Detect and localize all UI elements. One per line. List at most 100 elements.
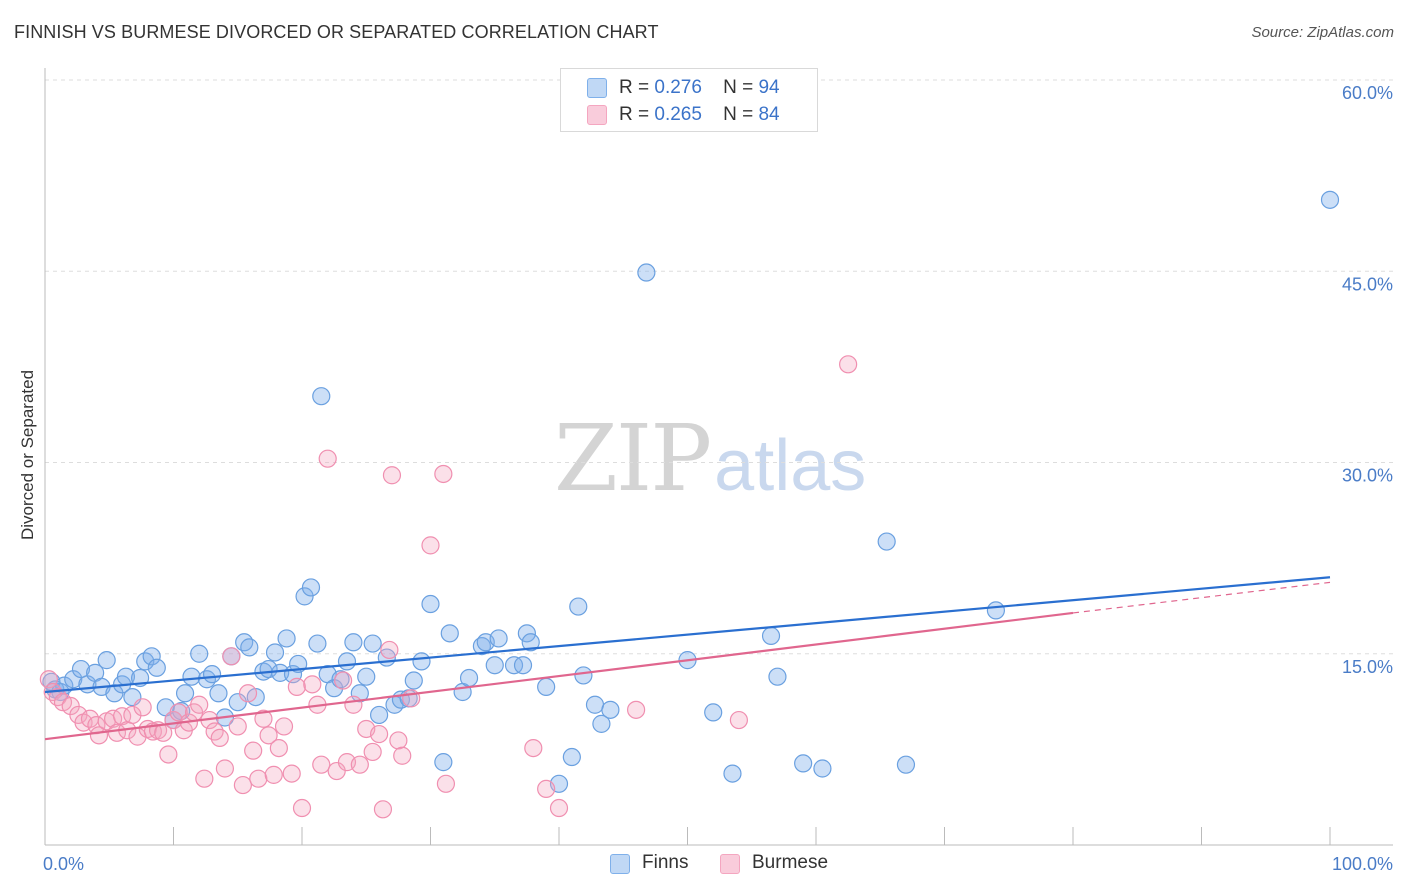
data-point-finns xyxy=(235,633,254,652)
data-point-finns xyxy=(986,601,1006,620)
data-point-finns xyxy=(71,659,91,679)
data-point-burmese xyxy=(254,709,273,728)
series-burmese xyxy=(39,355,858,819)
axes xyxy=(44,68,1393,846)
data-point-finns xyxy=(312,387,331,406)
data-point-finns xyxy=(592,714,611,733)
data-point-burmese xyxy=(190,695,209,714)
data-point-burmese xyxy=(244,741,263,760)
data-point-burmese xyxy=(350,755,369,774)
y-tick-label: 30.0% xyxy=(1342,466,1393,486)
data-point-finns xyxy=(813,759,832,778)
series-finns xyxy=(42,190,1340,793)
stats-legend: R = 0.276 N = 94 R = 0.265 N = 84 xyxy=(560,68,818,132)
data-point-finns xyxy=(370,705,389,725)
data-point-finns xyxy=(209,684,228,703)
data-point-finns xyxy=(637,263,656,282)
data-point-finns xyxy=(363,634,382,653)
data-point-finns xyxy=(182,667,201,686)
legend-r-value: 0.276 xyxy=(654,77,702,98)
data-point-burmese xyxy=(210,728,229,748)
legend-swatch-finns xyxy=(587,78,607,98)
data-point-burmese xyxy=(222,647,241,666)
data-point-burmese xyxy=(292,798,312,818)
series-legend-swatch-burmese xyxy=(720,854,740,874)
legend-text-burmese: R = 0.265 N = 84 xyxy=(619,104,780,126)
data-point-finns xyxy=(585,695,605,714)
data-point-finns xyxy=(142,647,161,666)
legend-r-label: R = xyxy=(619,104,650,125)
data-point-finns xyxy=(440,624,459,643)
data-point-burmese xyxy=(238,684,258,703)
data-point-burmese xyxy=(312,755,331,774)
trend-line-finns xyxy=(44,576,1331,694)
data-point-burmese xyxy=(334,671,353,690)
data-point-burmese xyxy=(264,765,283,784)
data-point-burmese xyxy=(344,695,363,714)
x-tick-label-max: 100.0% xyxy=(1332,854,1393,874)
data-point-finns xyxy=(569,597,588,616)
series-legend-swatch-finns xyxy=(610,854,630,874)
watermark-zip: ZIP xyxy=(554,405,712,512)
data-point-finns xyxy=(147,658,166,677)
data-point-burmese xyxy=(327,761,346,781)
data-point-finns xyxy=(357,667,376,686)
data-point-burmese xyxy=(363,742,382,762)
legend-swatch-burmese xyxy=(587,105,607,125)
data-point-finns xyxy=(521,633,540,652)
watermark: ZIPatlas xyxy=(554,405,866,512)
data-point-burmese xyxy=(274,717,294,736)
data-point-finns xyxy=(574,666,593,685)
data-point-burmese xyxy=(123,705,142,725)
data-point-burmese xyxy=(380,640,399,660)
data-point-burmese xyxy=(233,775,252,795)
data-point-finns xyxy=(459,668,479,688)
data-point-burmese xyxy=(537,779,556,799)
data-point-finns xyxy=(485,656,504,675)
data-point-burmese xyxy=(282,764,301,783)
data-point-finns xyxy=(896,755,916,774)
data-point-finns xyxy=(704,703,723,722)
source-credit: Source: ZipAtlas.com xyxy=(1251,24,1394,41)
data-point-finns xyxy=(64,670,83,689)
data-point-burmese xyxy=(215,759,234,778)
data-point-burmese xyxy=(373,800,393,819)
data-point-burmese xyxy=(626,700,646,719)
legend-n-label: N = xyxy=(723,104,754,125)
data-point-finns xyxy=(265,643,285,662)
data-point-finns xyxy=(175,684,195,703)
data-point-finns xyxy=(190,644,209,663)
chart-title: FINNISH VS BURMESE DIVORCED OR SEPARATED… xyxy=(14,22,659,42)
y-tick-label: 60.0% xyxy=(1342,83,1393,103)
data-point-burmese xyxy=(382,466,402,485)
data-point-burmese xyxy=(195,769,214,788)
legend-n-label: N = xyxy=(723,77,754,98)
trend-line-burmese xyxy=(44,611,1074,741)
data-point-burmese xyxy=(303,675,322,694)
data-point-finns xyxy=(723,764,742,783)
data-point-finns xyxy=(421,594,440,614)
data-point-finns xyxy=(350,684,369,703)
data-point-finns xyxy=(337,652,357,671)
data-point-burmese xyxy=(370,724,389,744)
data-point-finns xyxy=(308,634,327,653)
data-point-finns xyxy=(434,753,453,772)
y-tick-label: 15.0% xyxy=(1342,657,1393,677)
data-point-burmese xyxy=(259,726,278,745)
data-point-burmese xyxy=(389,731,408,750)
data-point-finns xyxy=(794,754,813,773)
data-point-finns xyxy=(277,629,296,648)
data-point-burmese xyxy=(393,746,412,765)
data-point-finns xyxy=(768,667,787,686)
data-point-finns xyxy=(877,532,896,551)
data-point-finns xyxy=(404,671,423,690)
data-point-burmese xyxy=(159,745,178,764)
gridlines xyxy=(45,79,1393,655)
data-point-burmese xyxy=(729,710,749,730)
legend-r-value: 0.265 xyxy=(654,104,702,125)
data-point-finns xyxy=(513,656,533,675)
series-legend: Finns Burmese xyxy=(0,852,1406,878)
data-point-finns xyxy=(295,587,314,606)
data-point-finns xyxy=(412,652,431,671)
data-point-finns xyxy=(271,663,290,682)
